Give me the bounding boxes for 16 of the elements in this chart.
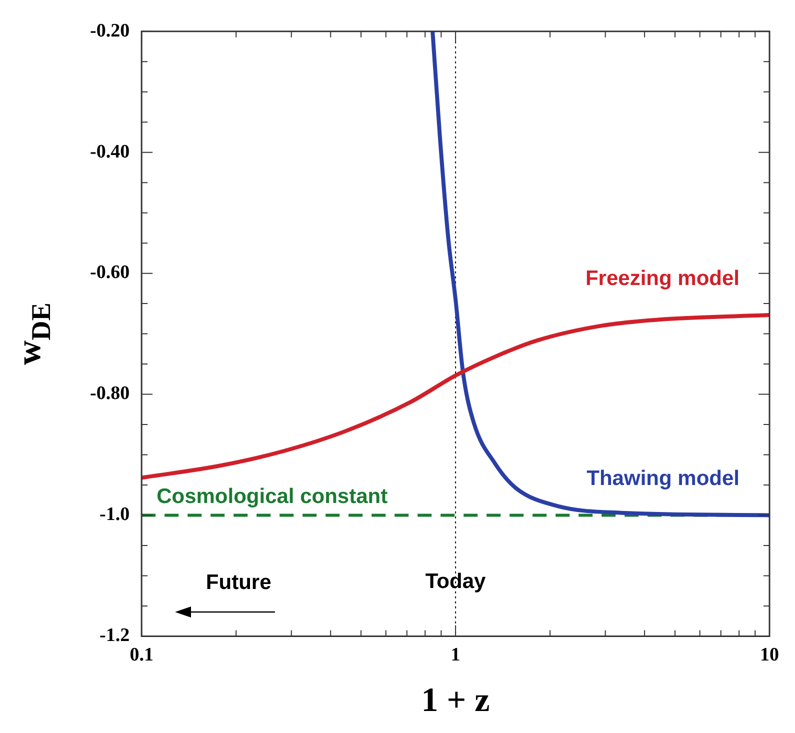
x-axis-title: 1 + z [421, 682, 490, 719]
annotation: Future [206, 571, 272, 594]
y-tick-label: -1.0 [100, 504, 130, 526]
x-tick-label: 1 [450, 644, 460, 666]
ref-line-label: Today [425, 570, 486, 594]
ref-line-label: Cosmological constant [156, 485, 388, 508]
y-tick-label: -0.40 [90, 141, 130, 162]
x-tick-label: 10 [760, 644, 779, 666]
y-axis-title: wDE [11, 302, 56, 365]
series-label: Freezing model [585, 267, 740, 290]
x-tick-label: 0.1 [130, 644, 154, 666]
series-label: Thawing model [586, 467, 740, 490]
y-tick-label: -0.20 [90, 20, 130, 42]
y-tick-label: -1.2 [100, 625, 130, 646]
y-tick-label: -0.80 [90, 383, 130, 404]
y-tick-label: -0.60 [90, 262, 130, 284]
